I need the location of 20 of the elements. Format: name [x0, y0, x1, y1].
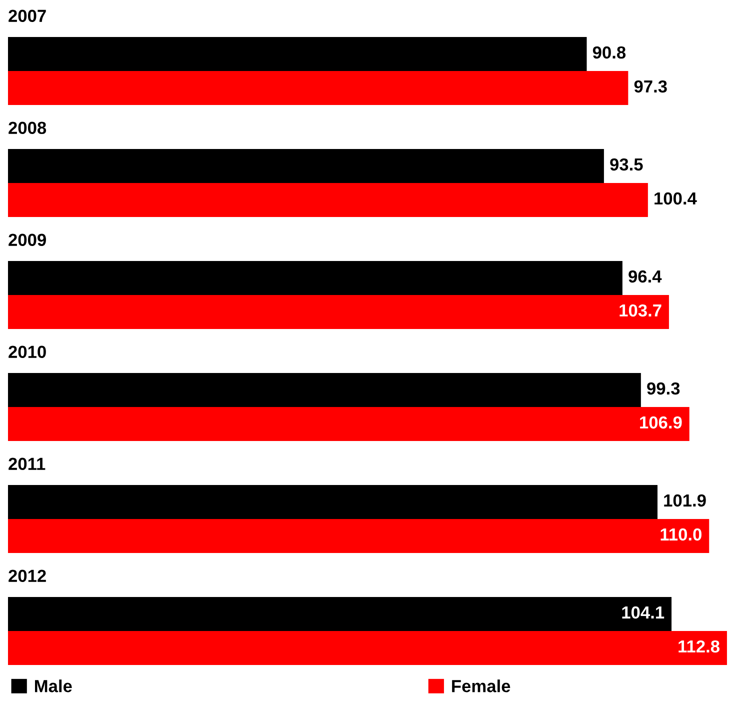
y-tick-label: 2009 [8, 234, 46, 246]
y-tick-label: 2012 [8, 570, 46, 582]
data-label: 99.3 [647, 382, 680, 395]
legend-label: Male [35, 680, 72, 692]
y-tick-label: 2008 [8, 122, 46, 134]
y-tick-label: 2010 [8, 346, 46, 358]
data-label: 103.7 [620, 304, 662, 317]
y-tick-label: 2007 [8, 10, 46, 22]
data-label: 101.9 [664, 494, 706, 507]
data-label: 97.3 [634, 80, 667, 93]
y-tick-label: 2011 [8, 458, 46, 470]
data-label: 104.1 [622, 606, 664, 619]
data-label: 112.8 [678, 640, 720, 653]
data-label: 100.4 [654, 192, 697, 205]
data-label: 90.8 [592, 46, 626, 59]
data-label: 110.0 [660, 528, 702, 541]
data-label: 93.5 [610, 158, 643, 171]
legend-label: Female [452, 680, 510, 692]
data-label: 96.4 [628, 270, 662, 283]
data-label: 106.9 [640, 416, 682, 429]
